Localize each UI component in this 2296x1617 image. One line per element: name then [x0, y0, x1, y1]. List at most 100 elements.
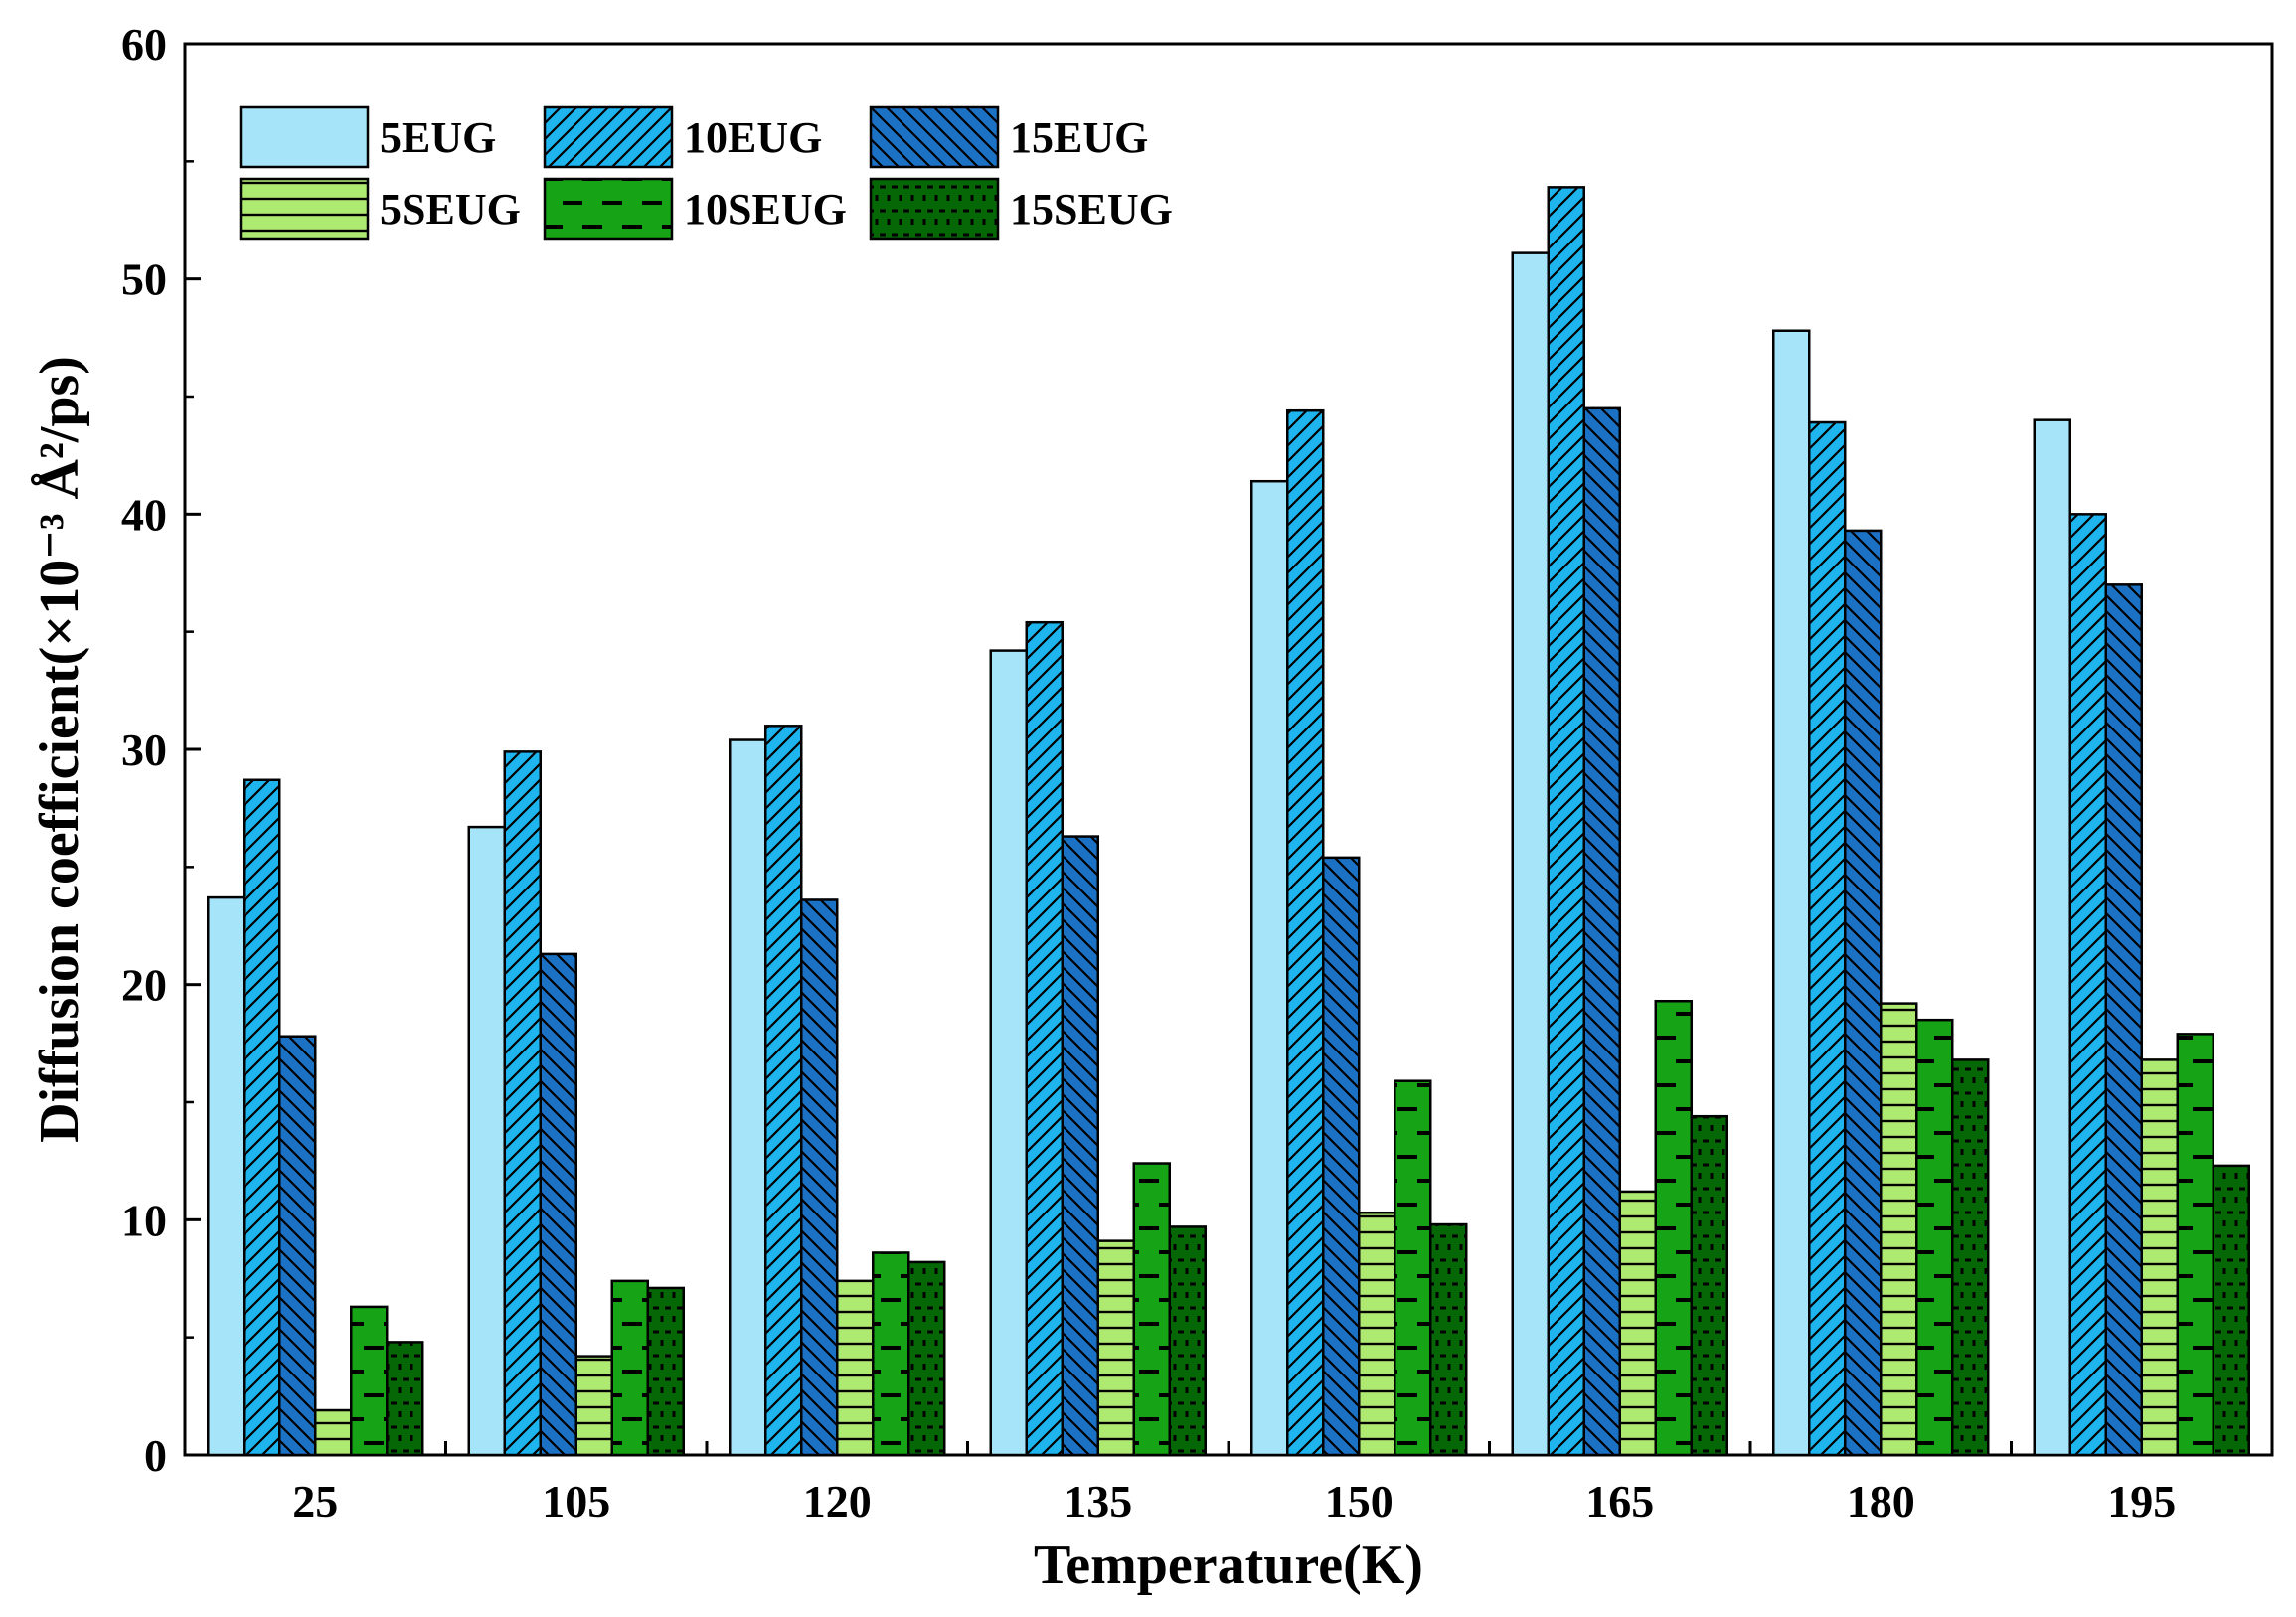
legend-label: 10EUG [684, 113, 822, 162]
series-15EUG [278, 406, 2143, 1457]
bar-pattern [1845, 530, 1882, 1455]
legend: 5EUG 10EUG 15EUG 5SEUG 10SEUG 15SEUG [239, 105, 1173, 241]
bar-pattern [1359, 1213, 1395, 1455]
x-tick-label: 135 [1064, 1476, 1132, 1527]
y-axis: 0 10 20 30 40 50 60 [121, 19, 201, 1481]
bar-pattern [279, 1036, 316, 1455]
bar-fill [1251, 481, 1288, 1455]
legend-label: 10SEUG [684, 185, 847, 234]
bar-outline [2212, 1164, 2250, 1457]
y-tick-label: 40 [121, 489, 167, 540]
x-tick-label: 150 [1325, 1476, 1394, 1527]
bar-15EUG-150 [1322, 856, 1361, 1457]
legend-swatch-outline [869, 177, 1000, 241]
legend-swatch-pattern [545, 179, 672, 239]
bar-10EUG-135 [1025, 620, 1064, 1457]
bar-pattern [1583, 407, 1620, 1455]
bar-10SEUG-150 [1394, 1079, 1432, 1457]
bar-outline [2104, 583, 2143, 1457]
legend-label: 15SEUG [1010, 185, 1173, 234]
bar-10EUG-120 [764, 725, 803, 1457]
bar-pattern [1323, 857, 1360, 1455]
series-5EUG [207, 251, 2071, 1457]
bar-outline [1322, 856, 1361, 1457]
legend-swatch-outline [239, 105, 370, 169]
bar-10SEUG-165 [1654, 999, 1693, 1457]
bar-pattern [1619, 1191, 1656, 1455]
bar-15SEUG-195 [2212, 1164, 2250, 1457]
y-tick-label: 10 [121, 1195, 167, 1245]
bar-15SEUG-180 [1951, 1058, 1990, 1457]
bar-pattern [611, 1280, 648, 1455]
bar-15EUG-120 [800, 898, 839, 1457]
legend-label: 5SEUG [380, 185, 521, 234]
bar-5EUG-180 [1772, 329, 1811, 1457]
x-axis: 25 105 120 135 150 165 180 195 [292, 1441, 2176, 1527]
legend-item-10SEUG: 10SEUG [543, 177, 847, 241]
bar-15SEUG-150 [1429, 1222, 1468, 1457]
bar-pattern [873, 1252, 909, 1455]
bar-pattern [504, 751, 541, 1455]
bar-outline [646, 1286, 685, 1457]
bar-15SEUG-105 [646, 1286, 685, 1457]
legend-item-15SEUG: 15SEUG [869, 177, 1173, 241]
y-tick-label: 0 [144, 1430, 167, 1481]
bar-pattern [1287, 410, 1324, 1456]
bar-outline [1429, 1222, 1468, 1457]
bar-15SEUG-165 [1690, 1114, 1728, 1457]
bar-pattern [2141, 1059, 2178, 1455]
bar-pattern [647, 1287, 684, 1455]
bar-15EUG-105 [539, 952, 577, 1457]
bar-5EUG-105 [467, 825, 506, 1457]
legend-swatch-pattern [871, 179, 998, 239]
bar-pattern [540, 953, 576, 1455]
bar-pattern [2069, 514, 2106, 1455]
x-tick-label: 120 [803, 1476, 872, 1527]
bar-pattern [315, 1410, 352, 1455]
bar-15EUG-25 [278, 1035, 317, 1457]
bar-pattern [837, 1280, 874, 1455]
bar-pattern [1655, 1001, 1692, 1455]
bar-5EUG-135 [989, 649, 1028, 1457]
y-tick-label: 30 [121, 725, 167, 775]
bar-outline [278, 1035, 317, 1457]
bar-fill [730, 739, 766, 1455]
legend-label: 5EUG [380, 113, 496, 162]
bar-pattern [1062, 836, 1098, 1455]
bar-pattern [387, 1342, 423, 1455]
bar-5SEUG-135 [1096, 1239, 1135, 1457]
bar-5EUG-150 [1250, 479, 1289, 1457]
bar-pattern [1430, 1224, 1467, 1455]
bar-15EUG-165 [1582, 406, 1621, 1457]
bar-pattern [1881, 1003, 1917, 1455]
x-tick-label: 25 [292, 1476, 338, 1527]
legend-swatch-pattern [241, 179, 368, 239]
bar-pattern [765, 726, 802, 1455]
legend-swatch-pattern [545, 107, 672, 167]
bar-10SEUG-195 [2176, 1033, 2214, 1457]
bar-15EUG-195 [2104, 583, 2143, 1457]
bar-5EUG-165 [1511, 251, 1550, 1457]
bar-pattern [1394, 1080, 1431, 1455]
bar-15SEUG-135 [1168, 1225, 1207, 1457]
series-15SEUG [386, 1058, 2250, 1457]
legend-item-10EUG: 10EUG [543, 105, 822, 169]
bar-fill [1773, 330, 1810, 1455]
bar-5SEUG-180 [1880, 1002, 1918, 1457]
bar-pattern [1916, 1020, 1953, 1455]
bar-pattern [351, 1306, 388, 1455]
bar-pattern [1133, 1163, 1170, 1455]
bar-outline [1951, 1058, 1990, 1457]
bar-10EUG-165 [1547, 186, 1585, 1457]
bar-fill [1512, 252, 1549, 1456]
legend-swatch-outline [543, 105, 674, 169]
bar-5SEUG-105 [574, 1355, 613, 1457]
y-tick-label: 60 [121, 19, 167, 70]
bar-5SEUG-150 [1358, 1211, 1396, 1457]
legend-item-15EUG: 15EUG [869, 105, 1148, 169]
bar-10EUG-195 [2068, 513, 2107, 1457]
bar-outline [1061, 835, 1099, 1457]
bar-10EUG-105 [503, 750, 542, 1457]
